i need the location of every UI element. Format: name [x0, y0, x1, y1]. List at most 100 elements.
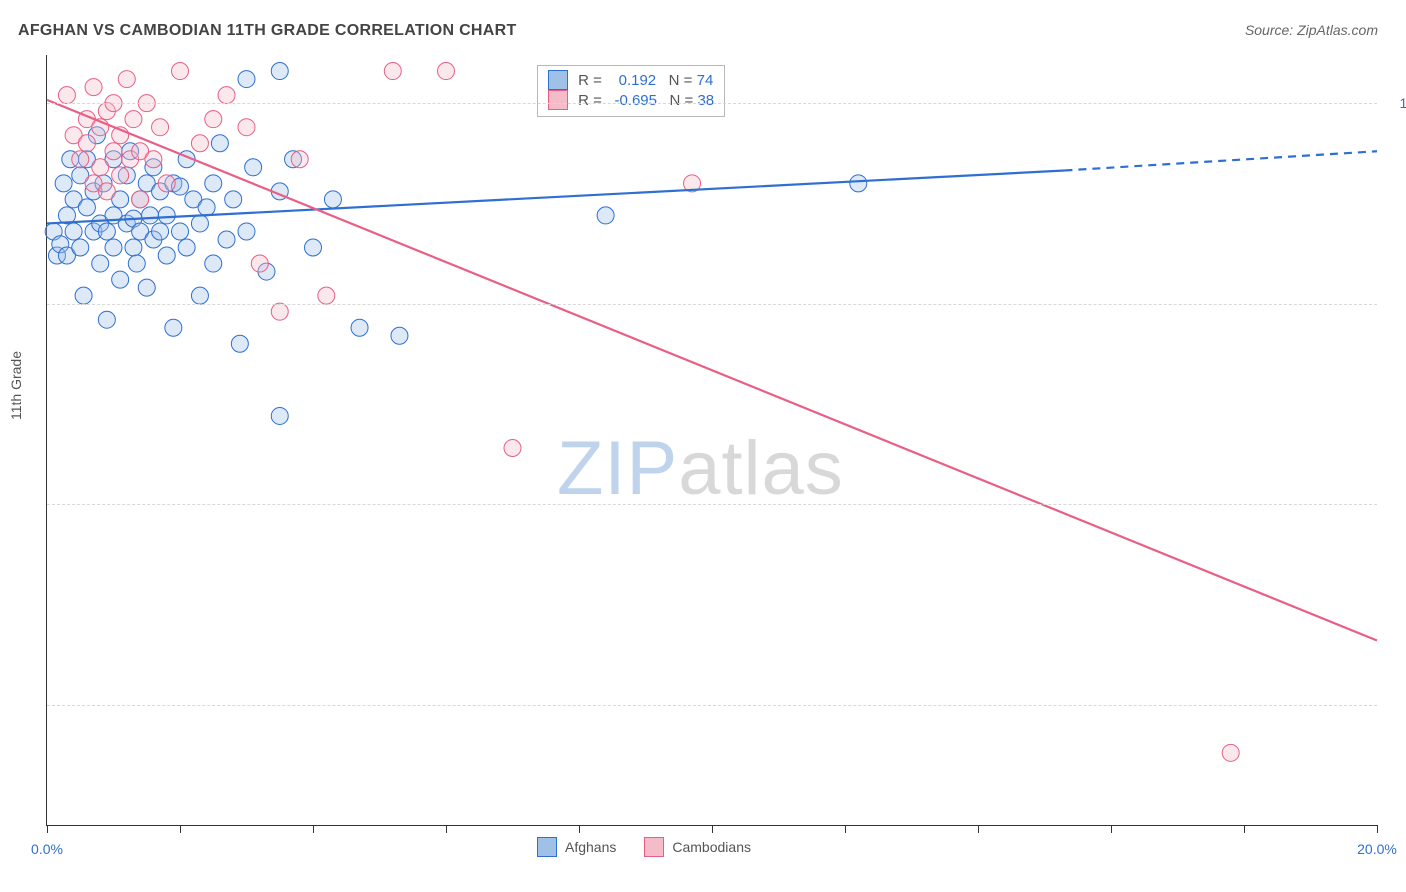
- scatter-point: [152, 119, 169, 136]
- scatter-point: [238, 119, 255, 136]
- scatter-point: [158, 207, 175, 224]
- scatter-plot-area: R = 0.192 N = 74 R = -0.695 N = 38 ZIPat…: [46, 55, 1377, 826]
- scatter-point: [105, 239, 122, 256]
- scatter-point: [205, 255, 222, 272]
- scatter-point: [218, 87, 235, 104]
- scatter-point: [271, 407, 288, 424]
- scatter-point: [225, 191, 242, 208]
- legend-swatch: [537, 837, 557, 857]
- scatter-point: [191, 135, 208, 152]
- scatter-point: [305, 239, 322, 256]
- legend-item: Afghans: [537, 837, 616, 857]
- x-tick-mark: [47, 825, 48, 833]
- x-tick-mark: [313, 825, 314, 833]
- scatter-point: [191, 287, 208, 304]
- regression-line-dashed: [1064, 151, 1377, 170]
- scatter-point: [152, 223, 169, 240]
- scatter-point: [351, 319, 368, 336]
- y-tick-label: 62.5%: [1387, 697, 1406, 713]
- scatter-point: [55, 175, 72, 192]
- legend-item: Cambodians: [644, 837, 751, 857]
- scatter-point: [72, 239, 89, 256]
- gridline: [47, 504, 1377, 505]
- scatter-point: [72, 151, 89, 168]
- x-tick-mark: [180, 825, 181, 833]
- legend-label: Cambodians: [672, 839, 751, 855]
- scatter-point: [92, 159, 109, 176]
- scatter-point: [324, 191, 341, 208]
- scatter-point: [384, 63, 401, 80]
- x-tick-mark: [978, 825, 979, 833]
- scatter-point: [271, 303, 288, 320]
- scatter-point: [132, 191, 149, 208]
- scatter-point: [65, 223, 82, 240]
- gridline: [47, 103, 1377, 104]
- y-tick-label: 87.5%: [1387, 296, 1406, 312]
- scatter-point: [85, 79, 102, 96]
- scatter-point: [98, 311, 115, 328]
- scatter-point: [218, 231, 235, 248]
- y-tick-label: 75.0%: [1387, 496, 1406, 512]
- scatter-point: [178, 239, 195, 256]
- x-tick-label: 0.0%: [31, 841, 63, 857]
- scatter-point: [318, 287, 335, 304]
- scatter-point: [92, 255, 109, 272]
- series-legend: Afghans Cambodians: [537, 837, 751, 857]
- scatter-point: [172, 223, 189, 240]
- x-tick-label: 20.0%: [1357, 841, 1397, 857]
- scatter-point: [78, 199, 95, 216]
- scatter-point: [165, 319, 182, 336]
- chart-title: AFGHAN VS CAMBODIAN 11TH GRADE CORRELATI…: [18, 22, 517, 40]
- legend-label: Afghans: [565, 839, 616, 855]
- scatter-point: [391, 327, 408, 344]
- scatter-point: [145, 151, 162, 168]
- scatter-point: [105, 143, 122, 160]
- scatter-point: [238, 223, 255, 240]
- scatter-point: [128, 255, 145, 272]
- scatter-point: [58, 87, 75, 104]
- legend-swatch: [644, 837, 664, 857]
- scatter-point: [118, 71, 135, 88]
- gridline: [47, 304, 1377, 305]
- scatter-point: [271, 63, 288, 80]
- scatter-point: [98, 223, 115, 240]
- y-tick-label: 100.0%: [1387, 95, 1406, 111]
- scatter-point: [112, 167, 129, 184]
- x-tick-mark: [1377, 825, 1378, 833]
- scatter-point: [158, 247, 175, 264]
- gridline: [47, 705, 1377, 706]
- scatter-point: [245, 159, 262, 176]
- scatter-point: [98, 183, 115, 200]
- scatter-point: [158, 175, 175, 192]
- scatter-point: [850, 175, 867, 192]
- scatter-point: [125, 111, 142, 128]
- x-tick-mark: [845, 825, 846, 833]
- scatter-point: [78, 135, 95, 152]
- scatter-point: [112, 271, 129, 288]
- scatter-point: [1222, 744, 1239, 761]
- scatter-point: [172, 63, 189, 80]
- scatter-point: [191, 215, 208, 232]
- x-tick-mark: [446, 825, 447, 833]
- chart-svg: [47, 55, 1377, 825]
- scatter-point: [231, 335, 248, 352]
- source-attribution: Source: ZipAtlas.com: [1245, 22, 1378, 38]
- scatter-point: [142, 207, 159, 224]
- scatter-point: [438, 63, 455, 80]
- scatter-point: [211, 135, 228, 152]
- x-tick-mark: [579, 825, 580, 833]
- scatter-point: [125, 239, 142, 256]
- scatter-point: [138, 279, 155, 296]
- y-axis-label: 11th Grade: [8, 351, 24, 420]
- scatter-point: [205, 111, 222, 128]
- scatter-point: [291, 151, 308, 168]
- x-tick-mark: [1244, 825, 1245, 833]
- scatter-point: [238, 71, 255, 88]
- scatter-point: [504, 440, 521, 457]
- regression-line: [47, 100, 1377, 641]
- x-tick-mark: [1111, 825, 1112, 833]
- scatter-point: [205, 175, 222, 192]
- scatter-point: [597, 207, 614, 224]
- scatter-point: [251, 255, 268, 272]
- scatter-point: [75, 287, 92, 304]
